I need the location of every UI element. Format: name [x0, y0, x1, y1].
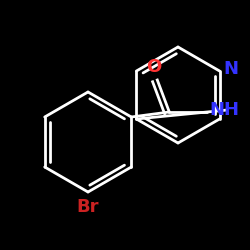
Text: N: N	[224, 60, 238, 78]
Text: O: O	[146, 58, 161, 76]
Text: Br: Br	[77, 198, 99, 216]
Text: NH: NH	[209, 101, 239, 119]
